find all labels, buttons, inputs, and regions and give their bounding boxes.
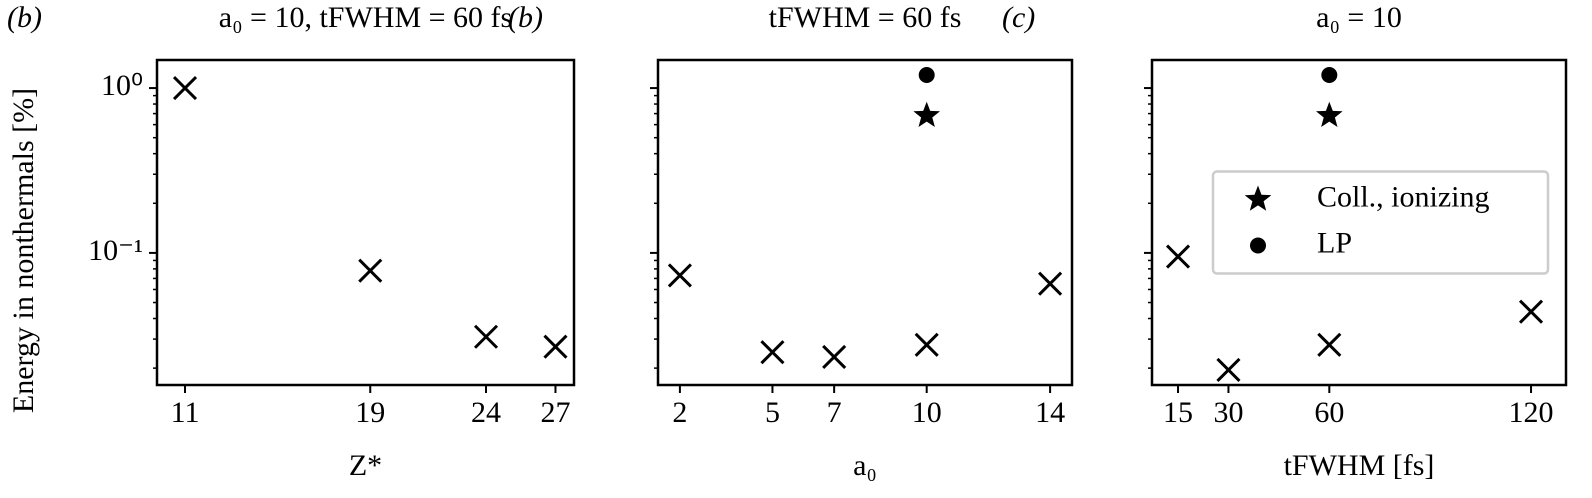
panel-label: (c) [1002, 1, 1035, 34]
marker-stroke [760, 340, 785, 365]
marker-stroke [1216, 357, 1241, 382]
x-axis-label: a₀ [853, 449, 877, 482]
x-tick-label: 14 [1035, 396, 1065, 429]
x-tick-label: 11 [171, 396, 200, 429]
data-point [1321, 67, 1338, 84]
x-tick-label: 7 [827, 396, 842, 429]
panel-title: tFWHM = 60 fs [769, 1, 962, 34]
marker-stroke [1317, 332, 1342, 357]
data-point [918, 67, 935, 84]
y-axis-label: Energy in nonthermals [%] [7, 88, 40, 413]
x-tick-label: 19 [355, 396, 385, 429]
data-point [1317, 332, 1342, 357]
data-point [1216, 357, 1241, 382]
data-point [913, 101, 940, 127]
marker-stroke [543, 334, 568, 359]
data-point [543, 334, 568, 359]
panel-title: a₀ = 10, tFWHM = 60 fs [219, 1, 512, 34]
data-point [1038, 271, 1063, 296]
data-point [1165, 244, 1191, 269]
legend-entry: LP [1317, 226, 1352, 259]
data-point [358, 258, 383, 283]
x-tick-label: 15 [1163, 396, 1193, 429]
x-tick-label: 120 [1509, 396, 1554, 429]
x-tick-label: 27 [540, 396, 570, 429]
marker-stroke [1165, 244, 1191, 269]
marker-stroke [172, 76, 198, 101]
legend-entry: Coll., ionizing [1317, 180, 1490, 213]
marker-stroke [358, 258, 383, 283]
plot-frame [155, 58, 576, 387]
x-tick-label: 2 [672, 396, 687, 429]
marker-stroke [822, 344, 847, 369]
x-tick-label: 5 [765, 396, 780, 429]
marker-stroke [1518, 299, 1544, 324]
panel-label: (b) [508, 1, 543, 34]
x-axis-label: tFWHM [fs] [1284, 449, 1435, 482]
marker-stroke [1038, 271, 1063, 296]
data-point [172, 76, 198, 101]
y-tick-label: 10⁻¹ [88, 234, 143, 267]
data-point [760, 340, 785, 365]
panel-title: a₀ = 10 [1316, 1, 1402, 34]
y-tick-label: 10⁰ [101, 69, 143, 102]
plot-frame [656, 58, 1074, 387]
data-point [1518, 299, 1544, 324]
marker-stroke [914, 332, 939, 357]
x-tick-label: 60 [1314, 396, 1344, 429]
x-tick-label: 10 [912, 396, 942, 429]
data-point [667, 263, 692, 288]
data-point [822, 344, 847, 369]
data-point [1316, 101, 1343, 127]
data-point [473, 324, 499, 349]
plot-frame [1150, 58, 1568, 387]
panel-label: (b) [7, 1, 42, 34]
x-axis-label: Z* [349, 449, 382, 482]
marker-stroke [473, 324, 499, 349]
marker-stroke [667, 263, 692, 288]
legend-symbol [1244, 185, 1272, 211]
x-tick-label: 24 [471, 396, 501, 429]
x-tick-label: 30 [1213, 396, 1243, 429]
legend-symbol [1250, 237, 1266, 254]
data-point [914, 332, 939, 357]
legend-frame [1211, 170, 1550, 275]
